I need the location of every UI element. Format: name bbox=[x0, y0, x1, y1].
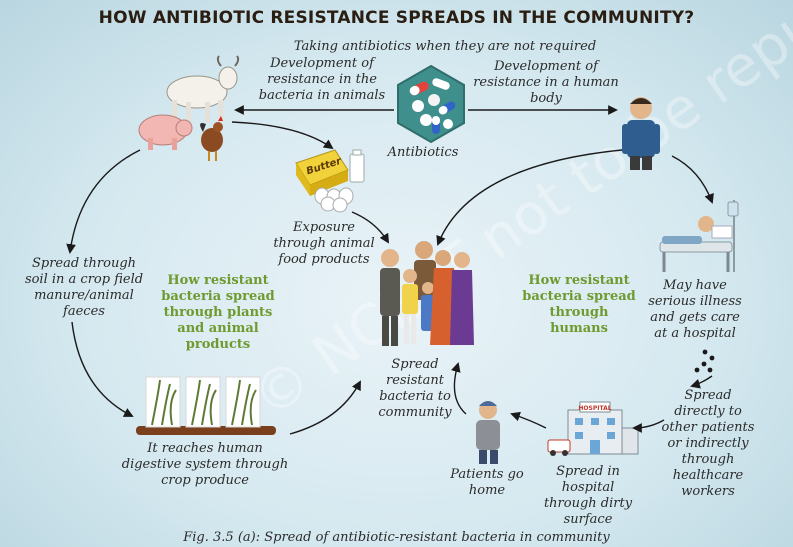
figure-caption: Fig. 3.5 (a): Spread of antibiotic-resis… bbox=[183, 530, 610, 545]
plants-heading: How resistant bacteria spread through pl… bbox=[161, 273, 275, 352]
spread-soil-label: Spread through soil in a crop field manu… bbox=[24, 256, 144, 319]
bacteria-dots-icon bbox=[694, 349, 715, 373]
spread-directly-label: Spread directly to other patients or ind… bbox=[661, 388, 755, 499]
digestive-label: It reaches human digestive system throug… bbox=[121, 441, 289, 488]
diagram-title: HOW ANTIBIOTIC RESISTANCE SPREADS IN THE… bbox=[98, 8, 695, 28]
antibiotics-hexagon-icon bbox=[397, 64, 465, 144]
hospital-illness-label: May have serious illness and gets care a… bbox=[648, 278, 742, 341]
flow-arrows bbox=[66, 105, 714, 435]
exposure-label: Exposure through animal food products bbox=[273, 220, 375, 267]
dev-human-label: Development of resistance in a human bod… bbox=[473, 59, 619, 106]
patient-home-illustration bbox=[476, 401, 500, 464]
community-label: Spread resistant bacteria to community bbox=[378, 357, 452, 420]
family-illustration bbox=[380, 241, 474, 346]
dev-animals-label: Development of resistance in the bacteri… bbox=[258, 56, 386, 103]
hospital-bed-illustration bbox=[659, 200, 739, 272]
crop-field-illustration bbox=[136, 376, 276, 435]
taking-antibiotics-label: Taking antibiotics when they are not req… bbox=[293, 39, 597, 54]
humans-heading: How resistant bacteria spread through hu… bbox=[522, 273, 636, 336]
hospital-sign: HOSPITAL bbox=[578, 405, 611, 412]
antibiotics-label: Antibiotics bbox=[387, 145, 459, 160]
hospital-building-icon: HOSPITAL bbox=[547, 401, 639, 456]
patients-home-label: Patients go home bbox=[450, 467, 524, 498]
hospital-surface-label: Spread in hospital through dirty surface bbox=[543, 464, 633, 527]
animals-illustration bbox=[138, 55, 240, 161]
food-products-illustration: Butter bbox=[295, 149, 365, 213]
man-illustration bbox=[622, 97, 660, 170]
